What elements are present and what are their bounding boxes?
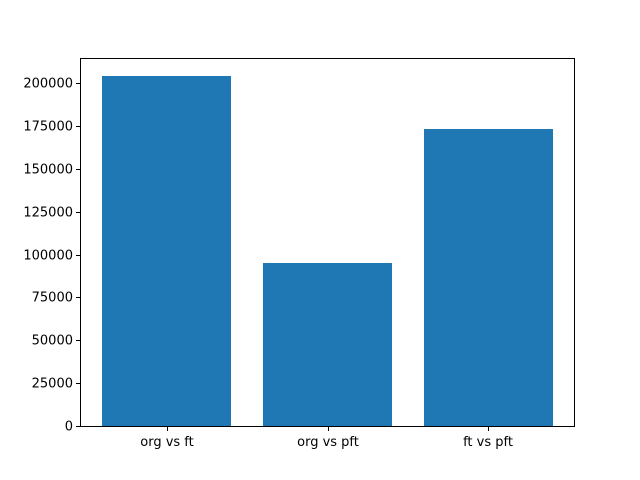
bar-org-vs-pft (263, 263, 392, 426)
y-tick-mark (76, 340, 80, 341)
y-tick-label: 0 (64, 419, 73, 435)
y-tick-mark (76, 255, 80, 256)
y-tick-mark (76, 383, 80, 384)
x-tick-mark (328, 427, 329, 431)
bar-ft-vs-pft (424, 129, 553, 426)
y-tick-mark (76, 426, 80, 427)
bar-org-vs-ft (102, 76, 231, 426)
x-tick-label: ft vs pft (463, 435, 513, 450)
y-tick-label: 125000 (23, 205, 73, 221)
y-tick-label: 25000 (31, 376, 73, 392)
x-tick-label: org vs pft (297, 435, 359, 450)
y-tick-mark (76, 169, 80, 170)
y-tick-label: 175000 (23, 119, 73, 135)
y-tick-mark (76, 83, 80, 84)
y-tick-label: 50000 (31, 333, 73, 349)
y-tick-label: 75000 (31, 290, 73, 306)
x-tick-mark (167, 427, 168, 431)
y-tick-label: 100000 (23, 248, 73, 264)
x-tick-mark (488, 427, 489, 431)
y-tick-mark (76, 212, 80, 213)
y-tick-mark (76, 297, 80, 298)
x-tick-label: org vs ft (140, 435, 194, 450)
y-tick-mark (76, 126, 80, 127)
plot-area (80, 58, 575, 427)
y-tick-label: 200000 (23, 76, 73, 92)
y-tick-label: 150000 (23, 162, 73, 178)
